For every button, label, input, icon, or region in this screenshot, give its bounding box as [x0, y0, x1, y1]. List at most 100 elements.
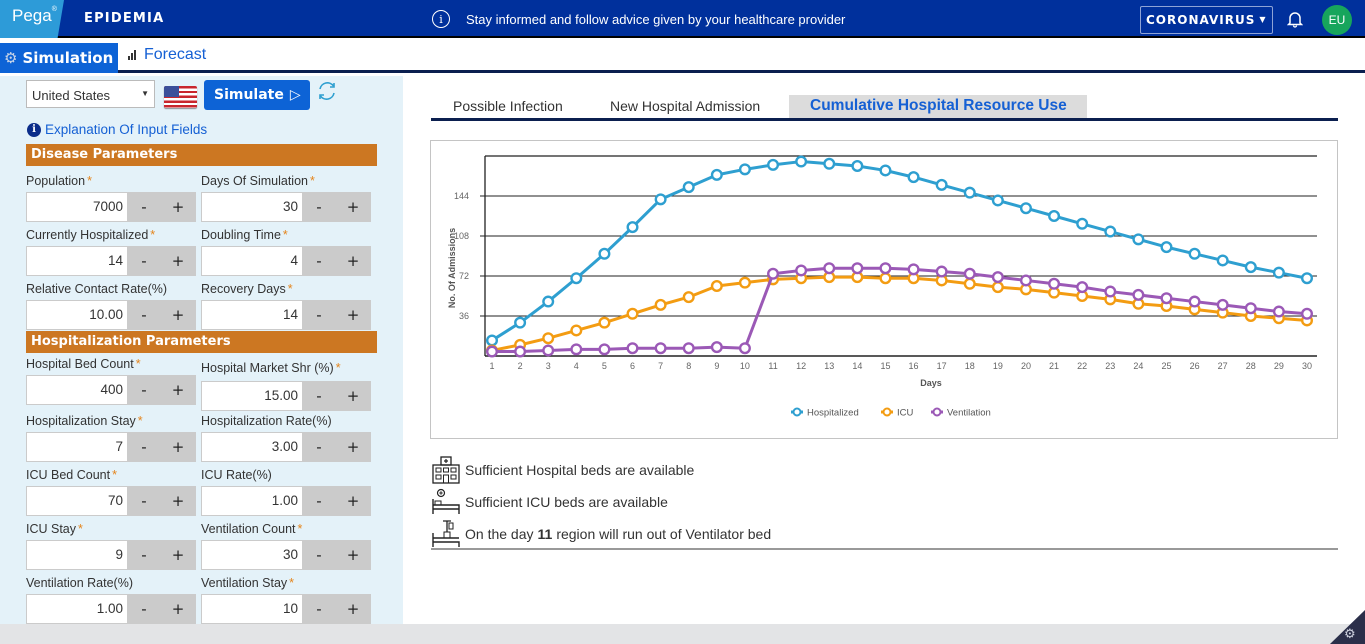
data-point-hospitalized[interactable]: [1160, 241, 1173, 254]
increment-button[interactable]: +: [171, 438, 185, 456]
data-point-ventilation[interactable]: [1272, 305, 1285, 318]
decrement-button[interactable]: -: [316, 252, 322, 270]
data-point-hospitalized[interactable]: [570, 272, 583, 285]
increment-button[interactable]: +: [346, 438, 360, 456]
data-point-hospitalized[interactable]: [851, 160, 864, 173]
data-point-ventilation[interactable]: [1188, 295, 1201, 308]
legend-label-hospitalized[interactable]: Hospitalized: [807, 408, 859, 419]
data-point-icu[interactable]: [738, 276, 751, 289]
decrement-button[interactable]: -: [316, 438, 322, 456]
value-input[interactable]: 14: [202, 301, 302, 329]
data-point-ventilation[interactable]: [598, 343, 611, 356]
data-point-ventilation[interactable]: [654, 342, 667, 355]
value-input[interactable]: 10: [202, 595, 302, 623]
data-point-ventilation[interactable]: [1216, 298, 1229, 311]
data-point-icu[interactable]: [598, 316, 611, 329]
data-point-hospitalized[interactable]: [1019, 202, 1032, 215]
data-point-ventilation[interactable]: [935, 265, 948, 278]
data-point-hospitalized[interactable]: [654, 193, 667, 206]
value-input[interactable]: 9: [27, 541, 127, 569]
data-point-hospitalized[interactable]: [795, 155, 808, 168]
data-point-ventilation[interactable]: [1301, 307, 1314, 320]
decrement-button[interactable]: -: [316, 306, 322, 324]
data-point-hospitalized[interactable]: [823, 157, 836, 170]
increment-button[interactable]: +: [346, 492, 360, 510]
decrement-button[interactable]: -: [141, 306, 147, 324]
decrement-button[interactable]: -: [316, 600, 322, 618]
legend-marker-hospitalized[interactable]: [792, 407, 802, 417]
data-point-hospitalized[interactable]: [598, 247, 611, 260]
data-point-hospitalized[interactable]: [682, 181, 695, 194]
data-point-hospitalized[interactable]: [879, 164, 892, 177]
data-point-ventilation[interactable]: [795, 264, 808, 277]
country-select[interactable]: United States ▼: [26, 80, 155, 108]
value-input[interactable]: 70: [27, 487, 127, 515]
increment-button[interactable]: +: [346, 387, 360, 405]
data-point-ventilation[interactable]: [738, 342, 751, 355]
value-input[interactable]: 7000: [27, 193, 127, 221]
tab-forecast[interactable]: Forecast: [128, 46, 206, 64]
decrement-button[interactable]: -: [141, 546, 147, 564]
data-point-ventilation[interactable]: [879, 262, 892, 275]
data-point-hospitalized[interactable]: [1132, 233, 1145, 246]
data-point-icu[interactable]: [879, 272, 892, 285]
data-point-hospitalized[interactable]: [907, 171, 920, 184]
decrement-button[interactable]: -: [316, 492, 322, 510]
legend-marker-ventilation[interactable]: [932, 407, 942, 417]
legend-label-ventilation[interactable]: Ventilation: [947, 408, 991, 419]
decrement-button[interactable]: -: [316, 198, 322, 216]
value-input[interactable]: 1.00: [27, 595, 127, 623]
simulate-button[interactable]: Simulate ▷: [204, 80, 310, 110]
legend-label-icu[interactable]: ICU: [897, 408, 914, 419]
data-point-hospitalized[interactable]: [710, 168, 723, 181]
topic-dropdown[interactable]: CORONAVIRUS ▼: [1140, 6, 1273, 34]
value-input[interactable]: 30: [202, 193, 302, 221]
data-point-hospitalized[interactable]: [1104, 225, 1117, 238]
refresh-icon[interactable]: [316, 80, 338, 102]
data-point-hospitalized[interactable]: [738, 163, 751, 176]
value-input[interactable]: 7: [27, 433, 127, 461]
data-point-icu[interactable]: [991, 281, 1004, 294]
data-point-ventilation[interactable]: [542, 344, 555, 357]
data-point-hospitalized[interactable]: [486, 334, 499, 347]
data-point-hospitalized[interactable]: [935, 178, 948, 191]
data-point-hospitalized[interactable]: [542, 295, 555, 308]
data-point-hospitalized[interactable]: [1076, 217, 1089, 230]
user-avatar[interactable]: EU: [1322, 5, 1352, 35]
decrement-button[interactable]: -: [316, 546, 322, 564]
value-input[interactable]: 14: [27, 247, 127, 275]
data-point-ventilation[interactable]: [963, 267, 976, 280]
data-point-ventilation[interactable]: [1076, 281, 1089, 294]
value-input[interactable]: 10.00: [27, 301, 127, 329]
data-point-hospitalized[interactable]: [1048, 209, 1061, 222]
data-point-hospitalized[interactable]: [1216, 254, 1229, 267]
data-point-ventilation[interactable]: [1132, 288, 1145, 301]
data-point-hospitalized[interactable]: [1301, 272, 1314, 285]
data-point-hospitalized[interactable]: [1272, 266, 1285, 279]
decrement-button[interactable]: -: [141, 381, 147, 399]
data-point-icu[interactable]: [963, 277, 976, 290]
gear-icon[interactable]: ⚙: [1344, 627, 1356, 642]
data-point-hospitalized[interactable]: [1188, 247, 1201, 260]
tab-simulation[interactable]: ⚙ Simulation: [0, 43, 118, 73]
increment-button[interactable]: +: [346, 600, 360, 618]
value-input[interactable]: 15.00: [202, 382, 302, 410]
data-point-ventilation[interactable]: [851, 262, 864, 275]
tab-possible-infection[interactable]: Possible Infection: [453, 98, 563, 114]
increment-button[interactable]: +: [171, 252, 185, 270]
increment-button[interactable]: +: [171, 492, 185, 510]
increment-button[interactable]: +: [346, 252, 360, 270]
decrement-button[interactable]: -: [316, 387, 322, 405]
increment-button[interactable]: +: [171, 546, 185, 564]
increment-button[interactable]: +: [171, 306, 185, 324]
data-point-icu[interactable]: [626, 307, 639, 320]
decrement-button[interactable]: -: [141, 198, 147, 216]
bell-icon[interactable]: [1287, 10, 1303, 28]
data-point-hospitalized[interactable]: [514, 316, 527, 329]
data-point-hospitalized[interactable]: [991, 194, 1004, 207]
brand-logo[interactable]: [0, 0, 64, 38]
data-point-ventilation[interactable]: [486, 345, 499, 358]
data-point-ventilation[interactable]: [991, 271, 1004, 284]
increment-button[interactable]: +: [346, 546, 360, 564]
data-point-ventilation[interactable]: [710, 341, 723, 354]
